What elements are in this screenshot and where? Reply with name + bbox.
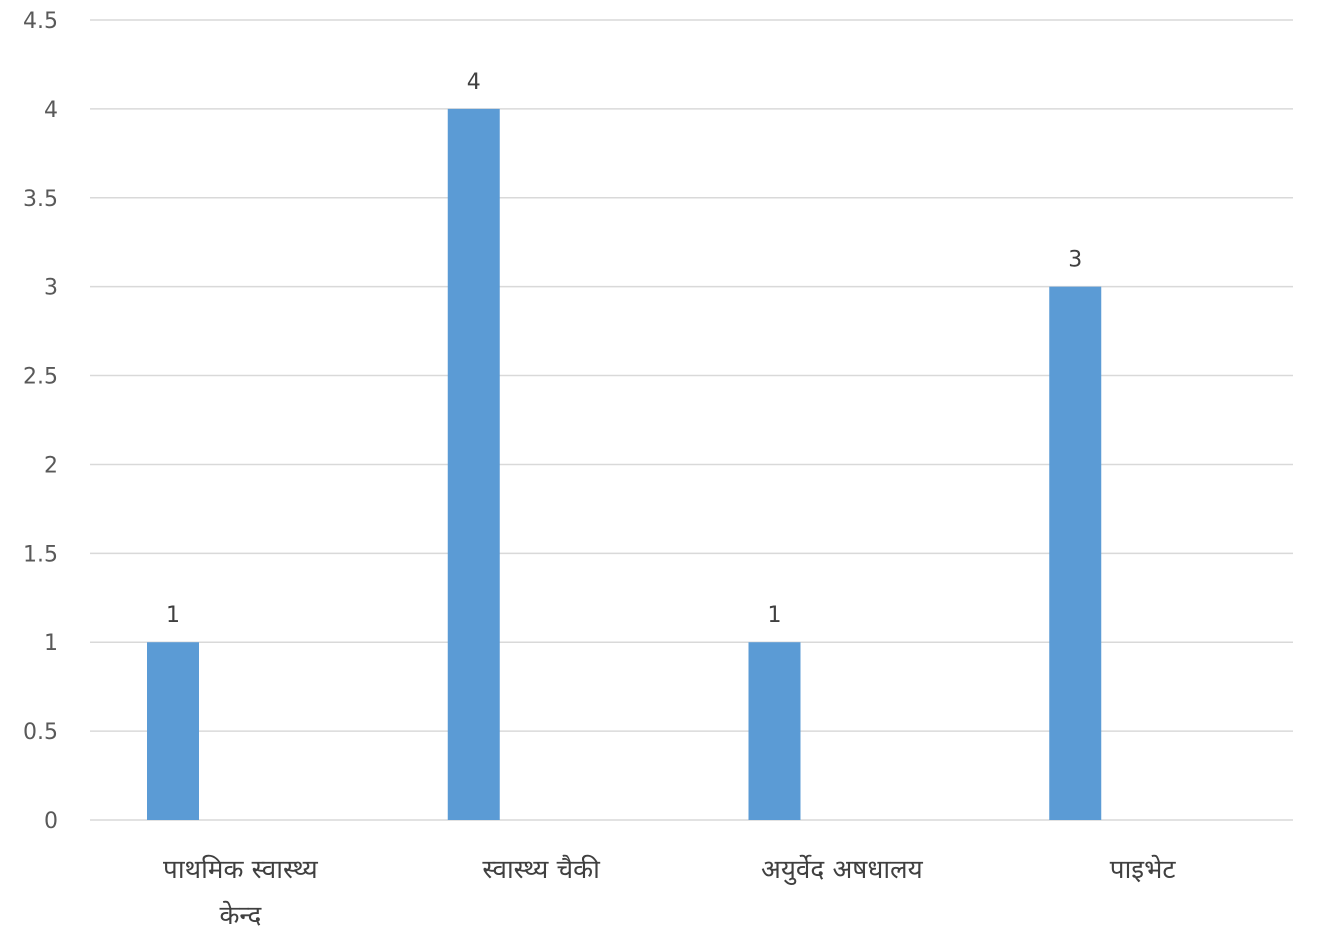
y-tick-label: 3: [44, 276, 58, 301]
y-axis-tick-labels: 0 0.5 1 1.5 2 2.5 3 3.5 4 4.5: [23, 9, 58, 834]
data-label: 4: [467, 70, 481, 95]
bar: [748, 642, 801, 820]
y-tick-label: 1: [44, 631, 58, 656]
x-axis-category-labels: पाथमिक स्वास्थ्य केन्द स्वास्थ्य चैकी अयुर्…: [163, 854, 1176, 931]
y-tick-label: 1.5: [23, 542, 58, 567]
data-label: 1: [768, 603, 782, 628]
bar: [1049, 286, 1102, 821]
category-label: केन्द: [219, 900, 262, 931]
y-tick-label: 4: [44, 98, 58, 123]
y-tick-label: 3.5: [23, 187, 58, 212]
y-tick-label: 4.5: [23, 9, 58, 34]
data-label: 1: [166, 603, 180, 628]
category-label: पाथमिक स्वास्थ्य: [163, 854, 319, 885]
data-label: 3: [1068, 248, 1082, 273]
category-label: अयुर्वेद अषधालय: [761, 854, 924, 885]
gridlines: [90, 19, 1293, 821]
bar: [147, 642, 199, 820]
y-tick-label: 0.5: [23, 720, 58, 745]
data-labels: 1 4 1 3: [166, 70, 1082, 628]
bars: [147, 108, 1102, 821]
category-label: पाइभेट: [1110, 854, 1177, 885]
y-tick-label: 2: [44, 453, 58, 478]
category-label: स्वास्थ्य चैकी: [482, 854, 601, 885]
bar: [447, 108, 500, 820]
y-tick-label: 2.5: [23, 365, 58, 390]
y-tick-label: 0: [44, 809, 58, 834]
